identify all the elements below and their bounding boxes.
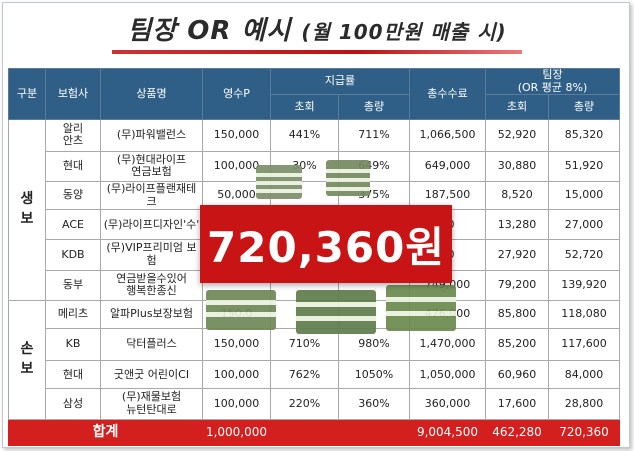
cell-total-rate: 1050% [338,360,410,390]
total-total-rate [338,418,410,447]
cell-premium: 100,000 [202,388,271,420]
table-row: KB 닥터플러스 150,000 710% 980% 1,470,000 85,200 117… [9,328,621,362]
cell-mgr-first: 8,520 [485,181,549,211]
cell-mgr-first: 17,600 [485,388,549,420]
cell-insurer: 알리 안츠 [45,118,101,152]
cell-product: 닥터플러스 [100,328,203,362]
table-row: 현대 굿앤굿 어린이CI 100,000 762% 1050% 1,050,000 60,9… [9,360,621,390]
header-insurer: 보험사 [45,68,101,120]
cell-mgr-total: 15,000 [547,181,621,211]
header-mgr-first: 초회 [485,94,549,120]
cell-insurer: 현대 [45,360,101,390]
table-row: 동양 (무)라이프플랜재테크 50,000 375% 187,500 8,520 15,00… [9,181,621,211]
cell-first-rate: 220% [270,388,339,420]
total-fee-sum: 9,004,500 [409,418,486,447]
cell-insurer: 현대 [45,150,101,183]
cell-premium: 150,000 [202,118,271,152]
cell-product: (무)현대라이프 연금보험 [100,150,203,183]
cell-mgr-first: 60,960 [485,360,549,390]
cell-product: (무)라이프디자인'수' [100,209,203,241]
group-nonlife: 손 보 [8,299,46,420]
header-total: 총량 [338,94,410,120]
cell-product: (무)파워밸런스 [100,118,203,152]
cell-mgr-total: 28,800 [547,388,621,420]
cell-product: 알파Plus보장보험 [100,299,203,330]
header-total-fee: 총수수료 [409,68,486,120]
cell-mgr-total: 51,920 [547,150,621,183]
cell-total-fee: 360,000 [409,388,486,420]
cell-product: (무)VIP프리미엄 보험 [100,239,203,271]
header-manager-title: 팀장 [542,68,563,82]
cell-insurer: KB [45,328,101,362]
cell-total-fee: 1,050,000 [409,360,486,390]
title-sub: (월 100만원 매출 시) [301,20,507,44]
cell-mgr-total: 84,000 [547,360,621,390]
cell-premium: 100,000 [202,360,271,390]
cell-insurer: 동양 [45,181,101,211]
cell-mgr-total: 139,920 [547,269,621,301]
cell-insurer: KDB [45,239,101,271]
cell-first-rate: 441% [270,118,339,152]
cell-insurer: 동부 [45,269,101,301]
total-label: 합계 [8,418,203,447]
header-category: 구분 [8,68,46,120]
total-mgr-total: 720,360 [547,418,621,447]
header-manager-note: (OR 평균 8%) [517,80,588,94]
cell-mgr-total: 117,600 [547,328,621,362]
cell-total-rate: 360% [338,388,410,420]
cell-product: 연금받을수있어 행복한종신 [100,269,203,301]
cell-mgr-first: 85,200 [485,328,549,362]
cell-product: (무)재물보험 뉴턴탄대로 [100,388,203,420]
cell-total-fee: 649,000 [409,150,486,183]
cell-mgr-total: 27,000 [547,209,621,241]
title-main: 팀장 OR 예시 [127,16,292,46]
header-mgr-total: 총량 [547,94,621,120]
title-underline [112,50,522,54]
header-manager: 팀장 (OR 평균 8%) [484,67,621,96]
header-payout-rate: 지급률 [270,67,410,96]
cell-mgr-first: 79,200 [485,269,549,301]
cell-first-rate: 762% [270,360,339,390]
cell-total-rate: 711% [338,118,410,152]
cell-mgr-first: 13,280 [485,209,549,241]
total-first-rate [270,418,339,447]
cell-mgr-total: 118,080 [547,299,621,330]
table-row: 생 보 알리 안츠 (무)파워밸런스 150,000 441% 711% 1,066,500… [8,118,621,301]
table-row: 삼성 (무)재물보험 뉴턴탄대로 100,000 220% 360% 360,000 17,… [9,388,621,420]
cell-insurer: ACE [45,209,101,241]
cell-insurer: 삼성 [45,388,101,420]
page-title: 팀장 OR 예시 (월 100만원 매출 시) [0,10,634,47]
cell-insurer: 메리츠 [45,299,101,330]
total-row: 합계 1,000,000 9,004,500 462,280 720,360 [8,418,621,447]
header-premium: 영수P [202,68,271,120]
total-mgr-first: 462,280 [485,418,549,447]
cell-mgr-first: 27,920 [485,239,549,271]
header-product: 상품명 [100,68,203,120]
cell-product: 굿앤굿 어린이CI [100,360,203,390]
group-life: 생 보 [8,118,46,301]
cell-mgr-first: 30,880 [485,150,549,183]
cell-total-fee: 1,470,000 [409,328,486,362]
total-premium: 1,000,000 [202,418,271,447]
overlay-amount: 720,360원 [200,205,452,283]
cell-mgr-total: 85,320 [547,118,621,152]
money-stack-illustration [206,160,456,334]
header-first: 초회 [270,94,339,120]
cell-product: (무)라이프플랜재테크 [100,181,203,211]
cell-mgr-first: 85,800 [485,299,549,330]
cell-total-fee: 1,066,500 [409,118,486,152]
cell-mgr-first: 52,920 [485,118,549,152]
cell-mgr-total: 52,720 [547,239,621,271]
